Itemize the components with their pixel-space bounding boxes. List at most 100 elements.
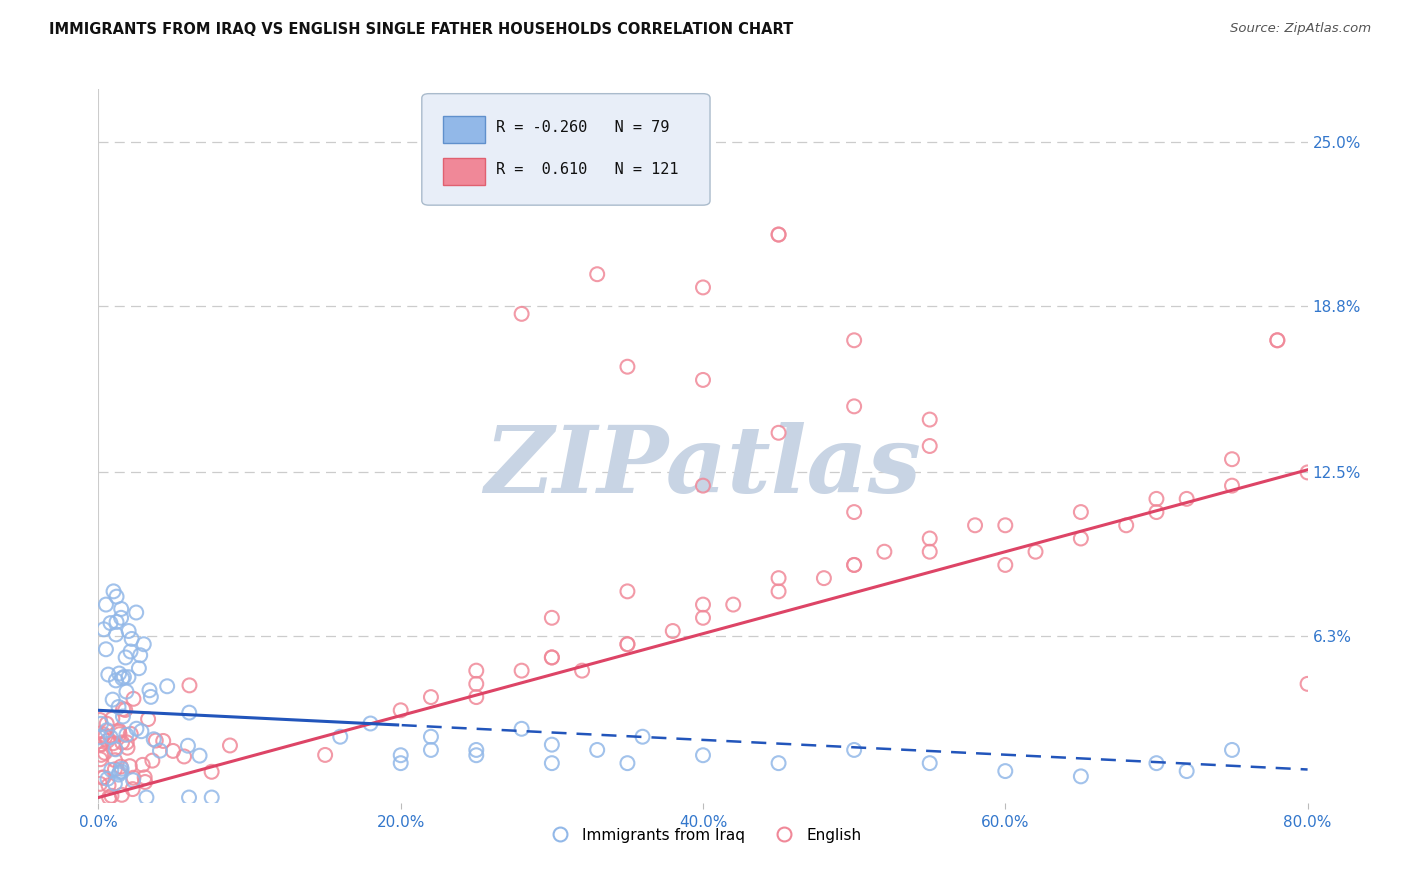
- Point: [540, 650, 562, 665]
- Point: [100, 789, 122, 803]
- Point: [1175, 491, 1198, 506]
- Point: [631, 730, 654, 744]
- Point: [1115, 518, 1137, 533]
- Point: [110, 611, 132, 625]
- Point: [201, 790, 224, 805]
- Point: [107, 767, 129, 781]
- Point: [128, 661, 150, 675]
- Point: [1296, 677, 1319, 691]
- Point: [142, 732, 165, 747]
- Point: [139, 690, 162, 704]
- Point: [1070, 532, 1092, 546]
- Point: [118, 624, 141, 638]
- Point: [96, 772, 118, 786]
- Point: [98, 790, 121, 805]
- Point: [131, 757, 153, 772]
- Point: [844, 743, 866, 757]
- Point: [107, 725, 129, 739]
- Point: [112, 702, 135, 716]
- Point: [120, 644, 142, 658]
- Point: [101, 692, 124, 706]
- Point: [94, 598, 117, 612]
- Point: [115, 684, 138, 698]
- Point: [152, 734, 174, 748]
- Point: [179, 706, 201, 720]
- Point: [510, 664, 533, 678]
- Point: [177, 790, 200, 805]
- Point: [89, 731, 111, 745]
- Point: [219, 739, 242, 753]
- Point: [420, 730, 443, 744]
- Point: [692, 478, 714, 492]
- Point: [329, 730, 352, 744]
- Point: [616, 637, 638, 651]
- Point: [91, 771, 114, 785]
- Point: [112, 670, 135, 684]
- Point: [692, 280, 714, 294]
- Point: [105, 615, 128, 629]
- Point: [768, 227, 790, 242]
- Point: [918, 439, 941, 453]
- Point: [571, 664, 593, 678]
- Text: IMMIGRANTS FROM IRAQ VS ENGLISH SINGLE FATHER HOUSEHOLDS CORRELATION CHART: IMMIGRANTS FROM IRAQ VS ENGLISH SINGLE F…: [49, 22, 793, 37]
- Point: [201, 764, 224, 779]
- Point: [420, 743, 443, 757]
- Point: [108, 666, 131, 681]
- Point: [111, 788, 134, 802]
- Point: [844, 400, 866, 414]
- Point: [93, 622, 115, 636]
- Point: [813, 571, 835, 585]
- Point: [844, 333, 866, 347]
- Point: [93, 727, 115, 741]
- Point: [540, 738, 562, 752]
- Point: [108, 765, 131, 780]
- Point: [844, 558, 866, 572]
- Point: [540, 611, 562, 625]
- Point: [768, 227, 790, 242]
- Point: [104, 753, 127, 767]
- Point: [1070, 505, 1092, 519]
- Point: [111, 735, 134, 749]
- Point: [360, 716, 382, 731]
- Text: Source: ZipAtlas.com: Source: ZipAtlas.com: [1230, 22, 1371, 36]
- Point: [1267, 333, 1289, 347]
- Point: [100, 730, 122, 744]
- Point: [89, 777, 111, 791]
- Legend: Immigrants from Iraq, English: Immigrants from Iraq, English: [538, 822, 868, 848]
- Point: [114, 650, 136, 665]
- Point: [994, 518, 1017, 533]
- Point: [111, 709, 134, 723]
- Point: [188, 748, 211, 763]
- Point: [141, 754, 163, 768]
- Point: [918, 412, 941, 426]
- Point: [90, 747, 112, 762]
- Point: [965, 518, 987, 533]
- Point: [768, 584, 790, 599]
- Point: [94, 746, 117, 760]
- Point: [692, 598, 714, 612]
- Point: [101, 712, 124, 726]
- Point: [118, 759, 141, 773]
- Point: [420, 690, 443, 704]
- Point: [104, 742, 127, 756]
- Point: [136, 712, 159, 726]
- Point: [723, 598, 745, 612]
- Point: [91, 730, 114, 744]
- Point: [616, 637, 638, 651]
- Point: [121, 632, 143, 646]
- Point: [768, 425, 790, 440]
- Point: [1175, 764, 1198, 778]
- Point: [994, 764, 1017, 778]
- Point: [134, 775, 156, 789]
- Point: [661, 624, 683, 638]
- Point: [1146, 505, 1168, 519]
- Point: [540, 756, 562, 771]
- Point: [1146, 756, 1168, 771]
- Text: R =  0.610   N = 121: R = 0.610 N = 121: [496, 162, 679, 177]
- Point: [100, 763, 122, 777]
- Point: [389, 748, 412, 763]
- Point: [586, 743, 609, 757]
- Point: [1220, 743, 1243, 757]
- Point: [115, 728, 138, 742]
- Point: [1267, 333, 1289, 347]
